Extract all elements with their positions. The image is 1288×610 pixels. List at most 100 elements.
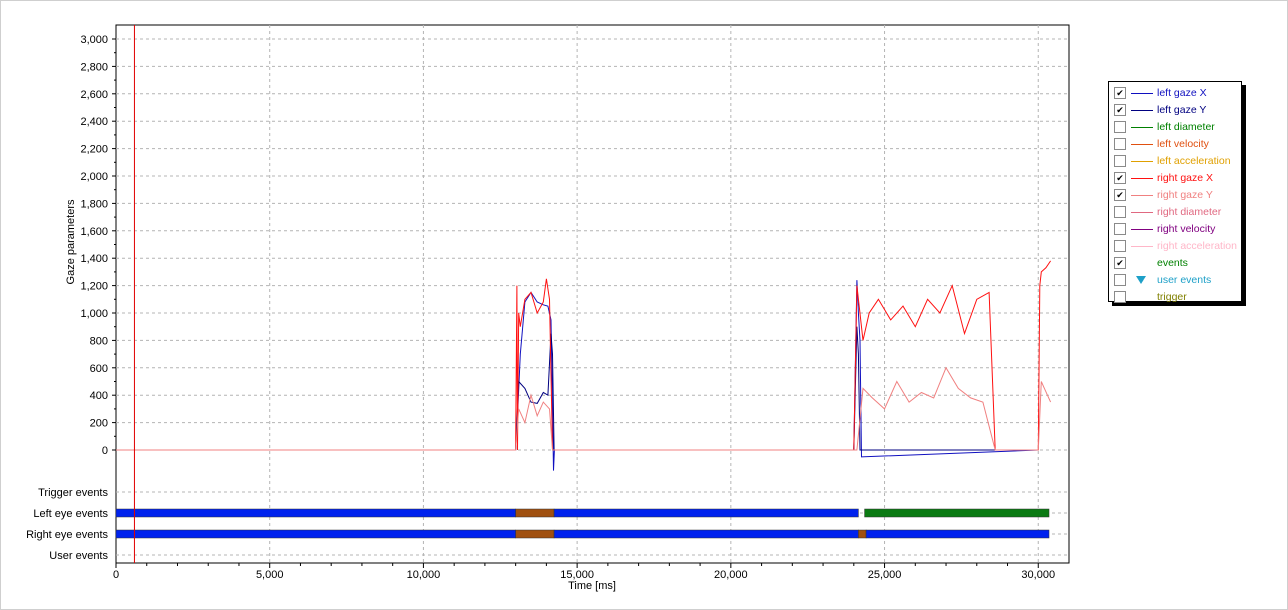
y-tick-label: 2,000	[80, 171, 108, 183]
y-tick-label: 1,000	[80, 308, 108, 320]
x-tick-label: 25,000	[868, 569, 902, 581]
legend-label: trigger	[1157, 290, 1187, 303]
track-label: User events	[49, 550, 108, 562]
axes: 0 200 400 600 800 1,000 1,200 1,400 1,600 1,800 2,…	[26, 34, 1055, 581]
legend-checkbox[interactable]	[1114, 137, 1126, 150]
triangle-down-icon	[1130, 275, 1154, 285]
legend-swatch	[1130, 156, 1154, 166]
legend-swatch	[1130, 258, 1154, 268]
legend-item: right velocity	[1109, 220, 1241, 237]
legend-swatch	[1130, 173, 1154, 183]
x-tick-label: 10,000	[407, 569, 441, 581]
left-gaze-Y-line	[116, 326, 1039, 451]
legend-checkbox[interactable]	[1114, 273, 1126, 286]
legend-label: right acceleration	[1157, 239, 1237, 252]
legend-swatch	[1130, 122, 1154, 132]
left-eye-event-segment	[115, 508, 516, 518]
legend-item: user events	[1109, 271, 1241, 288]
y-tick-label: 1,600	[80, 226, 108, 238]
legend-swatch	[1130, 241, 1154, 251]
x-tick-label: 0	[113, 569, 119, 581]
legend-label: right gaze X	[1157, 171, 1214, 184]
x-tick-label: 5,000	[256, 569, 284, 581]
legend-label: left diameter	[1157, 120, 1215, 133]
y-tick-label: 200	[90, 418, 108, 430]
track-label: Trigger events	[38, 487, 108, 499]
y-tick-label: 2,600	[80, 89, 108, 101]
legend-label: right velocity	[1157, 222, 1216, 235]
track-label: Right eye events	[26, 529, 108, 541]
legend-swatch	[1130, 139, 1154, 149]
legend-checkbox[interactable]	[1114, 205, 1126, 218]
event-tracks	[115, 508, 1050, 539]
right-eye-event-segment	[553, 529, 859, 539]
legend-checkbox[interactable]: ✔	[1114, 256, 1126, 269]
right-gaze-X-line	[116, 260, 1052, 451]
legend-swatch	[1130, 105, 1154, 115]
legend-item: ✔ right gaze Y	[1109, 186, 1241, 203]
legend-label: events	[1157, 256, 1188, 269]
legend-checkbox[interactable]	[1114, 222, 1126, 235]
legend-item: ✔ left gaze X	[1109, 84, 1241, 101]
legend-checkbox[interactable]: ✔	[1114, 188, 1126, 201]
plot-area	[115, 24, 1070, 564]
grid-lines	[116, 25, 1069, 563]
y-tick-label: 1,200	[80, 281, 108, 293]
legend-swatch	[1130, 88, 1154, 98]
series-lines	[116, 25, 1052, 563]
legend-label: left velocity	[1157, 137, 1209, 150]
x-tick-label: 20,000	[714, 569, 748, 581]
right-eye-event-segment	[858, 529, 867, 539]
legend-label: right gaze Y	[1157, 188, 1213, 201]
legend-swatch	[1130, 207, 1154, 217]
x-tick-label: 30,000	[1021, 569, 1055, 581]
legend-label: left gaze Y	[1157, 103, 1207, 116]
y-tick-label: 1,800	[80, 198, 108, 210]
legend-checkbox[interactable]	[1114, 154, 1126, 167]
legend-item: left diameter	[1109, 118, 1241, 135]
legend-swatch	[1130, 224, 1154, 234]
legend-item: right acceleration	[1109, 237, 1241, 254]
legend-label: left gaze X	[1157, 86, 1207, 99]
legend-panel: ✔ left gaze X ✔ left gaze Y left diameter lef…	[1108, 81, 1242, 305]
legend-checkbox[interactable]: ✔	[1114, 171, 1126, 184]
x-tick-label: 15,000	[560, 569, 594, 581]
y-tick-label: 2,800	[80, 61, 108, 73]
legend-label: right diameter	[1157, 205, 1222, 218]
legend-swatch	[1130, 190, 1154, 200]
left-eye-event-segment	[515, 508, 555, 518]
legend-checkbox[interactable]: ✔	[1114, 103, 1126, 116]
y-tick-label: 0	[102, 445, 108, 457]
y-tick-label: 2,400	[80, 116, 108, 128]
legend-item: ✔ left gaze Y	[1109, 101, 1241, 118]
legend-item: trigger	[1109, 288, 1241, 305]
y-axis-title: Gaze parameters	[65, 199, 77, 284]
x-axis-title: Time [ms]	[568, 580, 616, 592]
left-gaze-X-line	[116, 280, 1039, 471]
legend-checkbox[interactable]	[1114, 120, 1126, 133]
legend-label: left acceleration	[1157, 154, 1231, 167]
legend-checkbox[interactable]	[1114, 290, 1126, 303]
left-eye-event-segment	[553, 508, 859, 518]
y-tick-label: 3,000	[80, 34, 108, 46]
right-eye-event-segment	[515, 529, 555, 539]
right-eye-event-segment	[865, 529, 1050, 539]
legend-item: ✔ right gaze X	[1109, 169, 1241, 186]
y-tick-label: 800	[90, 335, 108, 347]
right-gaze-Y-line	[116, 366, 1052, 451]
track-label: Left eye events	[33, 508, 108, 520]
y-tick-label: 2,200	[80, 144, 108, 156]
legend-checkbox[interactable]	[1114, 239, 1126, 252]
legend-item: ✔ events	[1109, 254, 1241, 271]
y-tick-label: 600	[90, 363, 108, 375]
legend-checkbox[interactable]: ✔	[1114, 86, 1126, 99]
legend-item: left velocity	[1109, 135, 1241, 152]
legend-swatch	[1130, 292, 1154, 302]
legend-item: left acceleration	[1109, 152, 1241, 169]
legend-item: right diameter	[1109, 203, 1241, 220]
left-eye-event-segment	[864, 508, 1050, 518]
y-tick-label: 400	[90, 390, 108, 402]
right-eye-event-segment	[115, 529, 516, 539]
legend-label: user events	[1157, 273, 1212, 286]
